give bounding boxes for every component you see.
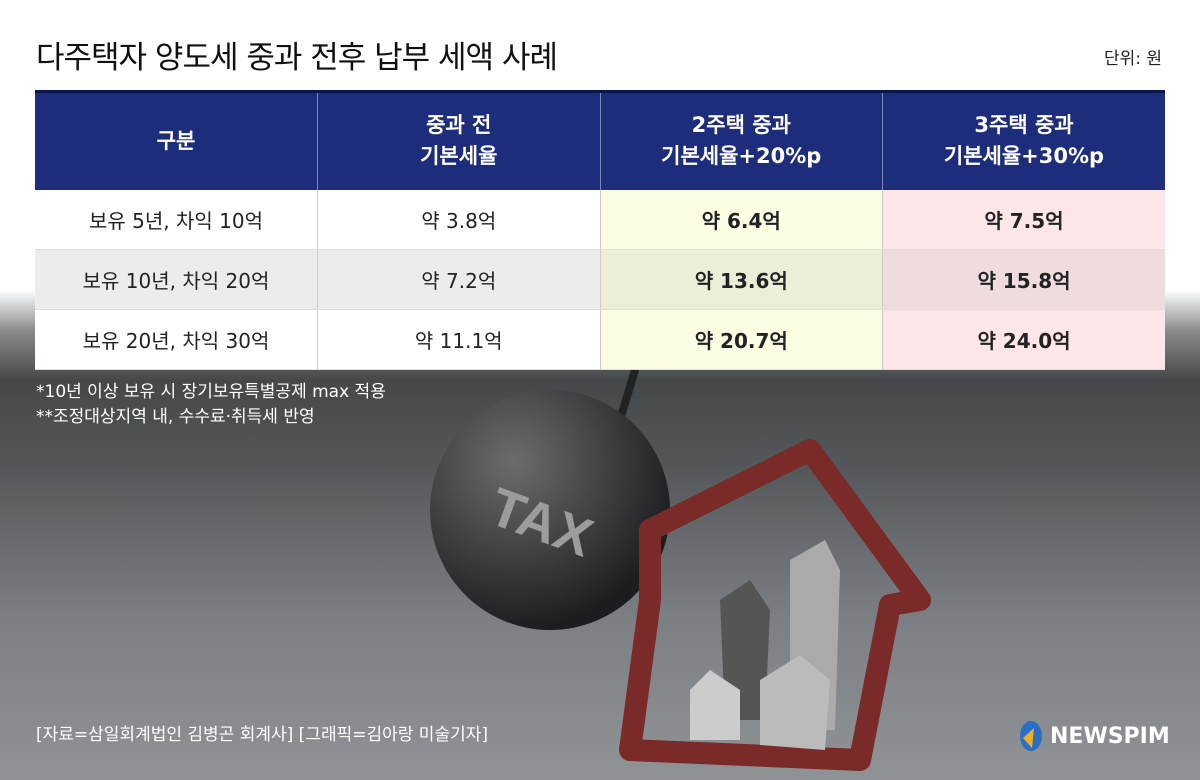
cell: 약 7.2억 bbox=[317, 249, 600, 310]
footnote: *10년 이상 보유 시 장기보유특별공제 max 적용 bbox=[36, 382, 386, 402]
cell: 약 15.8억 bbox=[882, 249, 1165, 310]
unit-label: 단위: 원 bbox=[1103, 49, 1162, 69]
cell: 약 6.4억 bbox=[599, 189, 883, 250]
header-category: 구분 bbox=[35, 90, 318, 190]
cell: 약 24.0억 bbox=[882, 309, 1165, 370]
table-row: 보유 5년, 차익 10억 약 3.8억 약 6.4억 약 7.5억 bbox=[35, 189, 1165, 250]
page-title: 다주택자 양도세 중과 전후 납부 세액 사례 bbox=[36, 40, 558, 76]
cell: 보유 10년, 차익 20억 bbox=[35, 249, 318, 310]
logo-icon bbox=[1020, 721, 1042, 751]
wrecking-ball-house-illustration: TAX bbox=[430, 360, 931, 771]
cell: 약 3.8억 bbox=[317, 189, 600, 250]
cell: 보유 20년, 차익 30억 bbox=[35, 309, 318, 370]
cell: 약 13.6억 bbox=[599, 249, 883, 310]
table-row: 보유 10년, 차익 20억 약 7.2억 약 13.6억 약 15.8억 bbox=[35, 249, 1165, 310]
cell: 약 11.1억 bbox=[317, 309, 600, 370]
footnote: **조정대상지역 내, 수수료·취득세 반영 bbox=[36, 407, 315, 427]
cell: 약 7.5억 bbox=[882, 189, 1165, 250]
table-row: 보유 20년, 차익 30억 약 11.1억 약 20.7억 약 24.0억 bbox=[35, 309, 1165, 370]
wrecking-ball bbox=[430, 390, 670, 630]
building bbox=[760, 655, 830, 750]
newspim-logo: NEWSPIM bbox=[1018, 720, 1170, 752]
cell: 보유 5년, 차익 10억 bbox=[35, 189, 318, 250]
tax-table: 구분 중과 전 기본세율 2주택 중과 기본세율+20%p 3주택 중과 기본세… bbox=[35, 90, 1165, 370]
header-2house: 2주택 중과 기본세율+20%p bbox=[599, 90, 883, 190]
footnotes: *10년 이상 보유 시 장기보유특별공제 max 적용 **조정대상지역 내,… bbox=[36, 380, 386, 430]
building bbox=[690, 670, 740, 740]
house-frame bbox=[619, 439, 931, 771]
logo-text: NEWSPIM bbox=[1050, 723, 1170, 749]
header-3house: 3주택 중과 기본세율+30%p bbox=[882, 90, 1165, 190]
header-before: 중과 전 기본세율 bbox=[317, 90, 600, 190]
chain bbox=[616, 360, 642, 422]
source-credit: [자료=삼일회계법인 김병곤 회계사] [그래픽=김아랑 미술기자] bbox=[36, 725, 488, 745]
cell: 약 20.7억 bbox=[599, 309, 883, 370]
